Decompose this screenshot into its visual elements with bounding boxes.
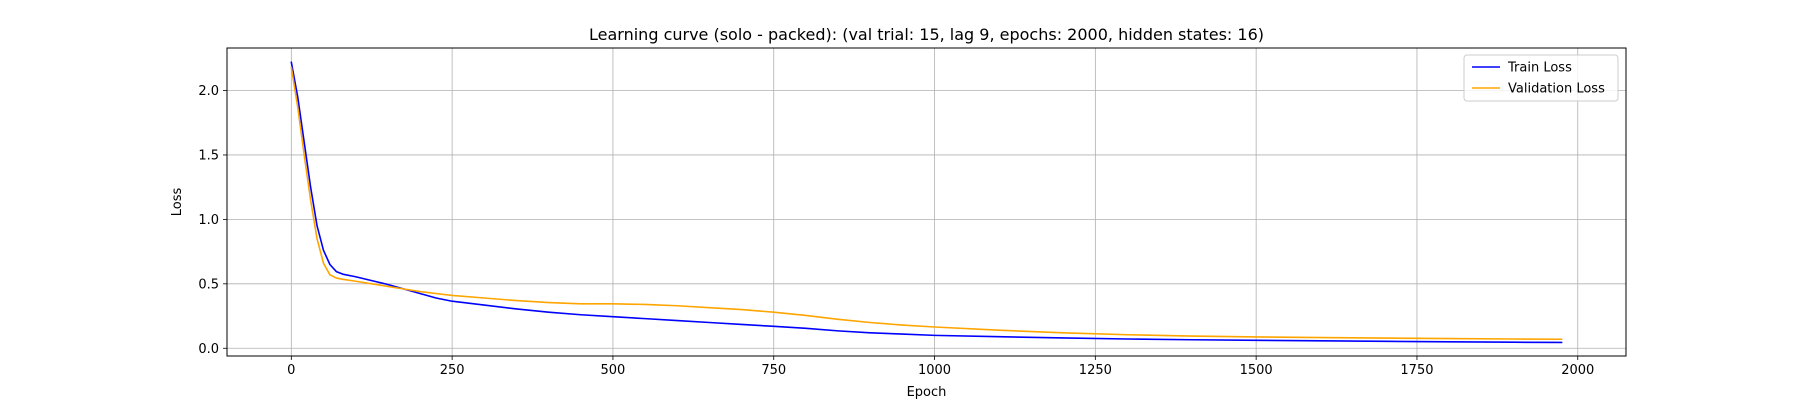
x-tick-label: 0: [287, 363, 295, 378]
x-tick-label: 750: [761, 363, 786, 378]
y-axis-label: Loss: [170, 188, 185, 217]
series-layer: [290, 61, 1563, 344]
y-tick-label: 1.5: [198, 148, 219, 163]
y-tick-label: 0.5: [198, 277, 219, 292]
x-tick-label: 2000: [1561, 363, 1594, 378]
series-line-train-loss: [290, 61, 1563, 344]
legend: Train Loss Validation Loss: [1463, 54, 1619, 102]
x-axis-label: Epoch: [907, 385, 947, 400]
series-line-validation-loss: [290, 66, 1563, 341]
legend-train-loss-label: Train Loss: [1507, 61, 1572, 76]
chart-title: Learning curve (solo - packed): (val tri…: [589, 25, 1264, 44]
x-tick-label: 1750: [1400, 363, 1433, 378]
x-tick-label: 1250: [1079, 363, 1112, 378]
x-tick-label: 1000: [918, 363, 951, 378]
y-tick-label: 2.0: [198, 84, 219, 99]
legend-box: [1463, 54, 1619, 102]
plot-frame: [226, 47, 1627, 357]
grid: [227, 48, 1626, 356]
legend-validation-loss-label: Validation Loss: [1508, 82, 1605, 97]
y-tick-label: 0.0: [198, 342, 219, 357]
x-tick-label: 1500: [1240, 363, 1273, 378]
y-tick-label: 1.0: [198, 213, 219, 228]
x-tick-label: 500: [601, 363, 626, 378]
x-tick-label: 250: [440, 363, 465, 378]
ticks: 0 250 500 750 1000 1250 1500 1750 2000 0.0 0.5 1.0 1…: [198, 84, 1594, 378]
